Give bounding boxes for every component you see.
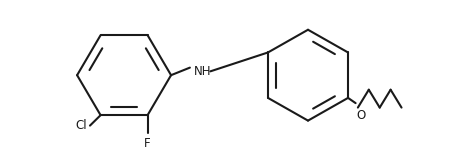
Text: O: O — [356, 109, 366, 122]
Text: NH: NH — [194, 65, 212, 78]
Text: F: F — [144, 137, 151, 150]
Text: Cl: Cl — [76, 119, 87, 132]
